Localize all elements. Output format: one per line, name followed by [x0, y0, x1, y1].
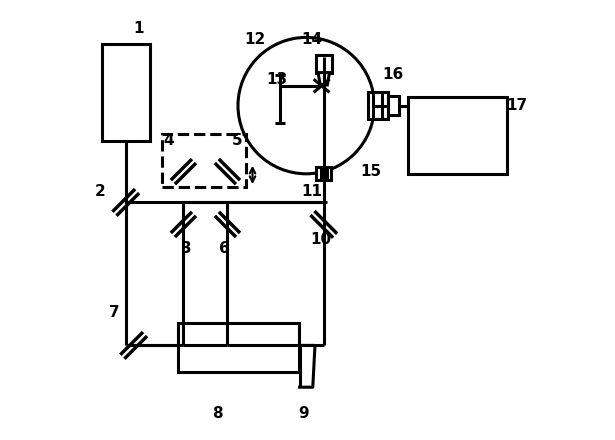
Text: 9: 9: [298, 406, 308, 421]
Text: 7: 7: [109, 305, 119, 320]
FancyBboxPatch shape: [316, 55, 331, 73]
Text: 17: 17: [506, 98, 527, 113]
FancyBboxPatch shape: [178, 323, 299, 372]
Text: 11: 11: [301, 184, 322, 199]
Polygon shape: [318, 73, 330, 85]
Text: 15: 15: [361, 164, 382, 179]
Text: 14: 14: [301, 32, 322, 47]
FancyBboxPatch shape: [368, 92, 387, 119]
Text: 2: 2: [95, 184, 105, 199]
Text: 12: 12: [244, 32, 265, 47]
Text: 3: 3: [181, 241, 192, 256]
Text: 8: 8: [212, 406, 223, 421]
FancyBboxPatch shape: [387, 96, 399, 115]
FancyBboxPatch shape: [316, 167, 331, 180]
Text: 1: 1: [133, 21, 143, 36]
Text: 5: 5: [232, 133, 242, 148]
Text: 6: 6: [218, 241, 229, 256]
FancyBboxPatch shape: [408, 97, 507, 174]
FancyBboxPatch shape: [101, 44, 150, 141]
Text: 10: 10: [310, 232, 331, 247]
Text: 4: 4: [164, 133, 174, 148]
Text: 16: 16: [383, 67, 404, 82]
Text: 13: 13: [266, 72, 287, 87]
